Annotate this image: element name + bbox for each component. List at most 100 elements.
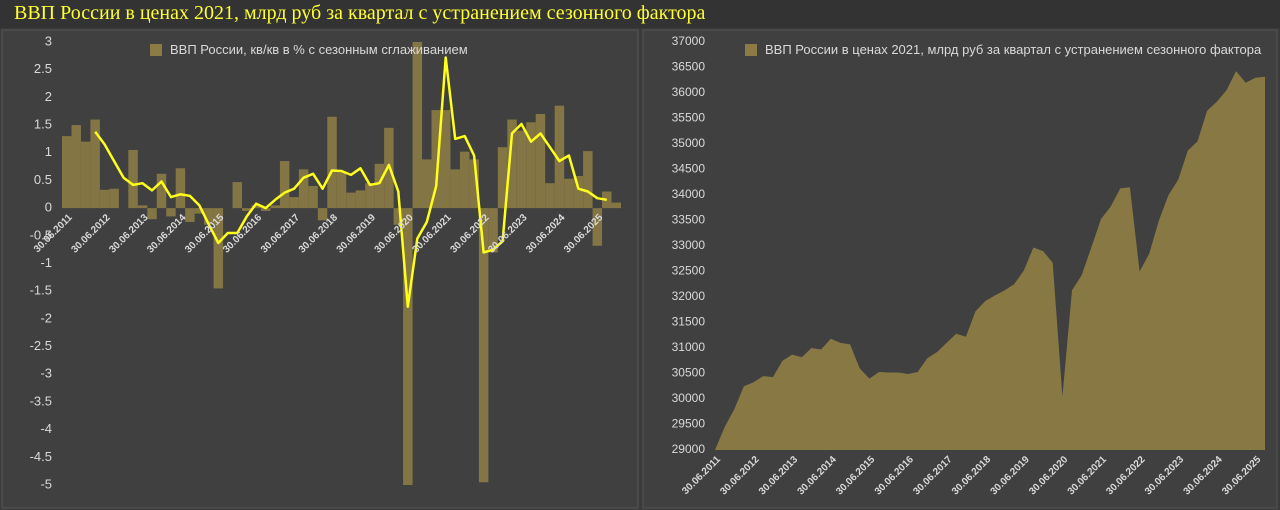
- bar: [336, 172, 347, 209]
- bar: [545, 183, 555, 209]
- legend-label: ВВП России в ценах 2021, млрд руб за ква…: [765, 42, 1262, 57]
- bar: [412, 42, 423, 209]
- bar: [279, 161, 290, 209]
- bar: [90, 119, 100, 209]
- y-tick-label: 31500: [672, 315, 706, 329]
- bar: [365, 183, 375, 209]
- bar: [450, 169, 460, 209]
- y-tick-label: 36000: [672, 85, 706, 99]
- bar: [516, 130, 527, 209]
- bar: [592, 208, 603, 246]
- y-tick-label: 2.5: [34, 61, 52, 76]
- bar: [393, 208, 404, 225]
- y-tick-label: 2: [45, 89, 52, 104]
- bar: [137, 205, 148, 209]
- y-tick-label: 35500: [672, 111, 706, 125]
- bar: [260, 208, 271, 211]
- bar: [374, 163, 385, 209]
- bar: [251, 205, 261, 209]
- y-tick-label: 1.5: [34, 117, 52, 132]
- bar: [147, 208, 157, 220]
- y-tick-label: 30500: [672, 366, 706, 380]
- y-tick-label: -3: [40, 366, 52, 381]
- bar: [270, 205, 280, 209]
- bar: [440, 110, 451, 209]
- y-tick-label: 29000: [672, 442, 706, 456]
- y-tick-label: 32000: [672, 289, 706, 303]
- bar: [611, 202, 621, 209]
- bar: [469, 159, 479, 209]
- bar: [289, 197, 299, 209]
- bar: [507, 119, 517, 209]
- bar: [99, 189, 110, 209]
- bar: [62, 136, 72, 209]
- y-tick-label: 3: [45, 33, 52, 48]
- area: [715, 71, 1265, 450]
- y-tick-label: -1.5: [30, 283, 52, 298]
- bar: [478, 208, 489, 483]
- y-tick-label: 29500: [672, 417, 706, 431]
- bar: [71, 125, 81, 209]
- bar: [422, 159, 432, 209]
- y-tick-label: -0.5: [30, 227, 52, 242]
- bar: [109, 188, 119, 209]
- y-tick-label: -3.5: [30, 393, 52, 408]
- legend-swatch: [745, 44, 757, 56]
- y-tick-label: 1: [45, 144, 52, 159]
- y-tick-label: 30000: [672, 391, 706, 405]
- panel: [1, 29, 639, 509]
- y-tick-label: 32500: [672, 264, 706, 278]
- bar: [346, 192, 356, 209]
- bar: [166, 208, 176, 217]
- bar: [488, 208, 498, 253]
- bar: [204, 208, 214, 225]
- header: ВВП России в ценах 2021, млрд руб за ква…: [0, 0, 1280, 28]
- bar: [80, 141, 91, 209]
- bar: [573, 176, 584, 209]
- y-tick-label: 36500: [672, 60, 706, 74]
- bar: [156, 173, 167, 209]
- y-tick-label: 34000: [672, 187, 706, 201]
- bar: [185, 208, 195, 222]
- page-title: ВВП России в ценах 2021, млрд руб за ква…: [14, 2, 706, 24]
- y-tick-label: 31000: [672, 340, 706, 354]
- bar: [403, 208, 413, 485]
- y-tick-label: -5: [40, 476, 52, 491]
- y-tick-label: 0: [45, 200, 52, 215]
- bar: [459, 151, 470, 209]
- bar: [298, 169, 309, 209]
- legend-entry: ВВП России, кв/кв в % с сезонным сглажив…: [150, 40, 570, 60]
- y-tick-label: -4.5: [30, 449, 52, 464]
- y-tick-label: 35000: [672, 136, 706, 150]
- y-tick-label: 37000: [672, 34, 706, 48]
- y-tick-label: 33000: [672, 238, 706, 252]
- y-tick-label: -1: [40, 255, 52, 270]
- charts: -5 -4.5 -4 -3.5 -3 -2.5 -2 -1.5 -1 -0.5 0 0.5 1 1.5 2 2…: [1, 29, 1278, 509]
- bar: [355, 190, 366, 209]
- y-tick-label: -4: [40, 421, 52, 436]
- bar: [317, 208, 328, 221]
- bar: [564, 178, 574, 209]
- y-tick-label: -2.5: [30, 338, 52, 353]
- y-tick-label: 33500: [672, 213, 706, 227]
- bar: [194, 208, 205, 214]
- legend-label: ВВП России, кв/кв в % с сезонным сглажив…: [170, 42, 468, 57]
- bar: [583, 151, 593, 209]
- legend: ВВП России в ценах 2021, млрд руб за ква…: [745, 42, 1262, 57]
- bar: [242, 208, 252, 211]
- bar: [431, 110, 441, 209]
- legend-swatch: [150, 44, 162, 56]
- bar: [327, 116, 337, 209]
- bar: [232, 182, 243, 209]
- line: [94, 56, 608, 308]
- bar: [175, 168, 186, 209]
- bar: [128, 149, 138, 209]
- bar: [497, 147, 508, 209]
- y-tick-label: -2: [40, 310, 52, 325]
- bar: [308, 185, 318, 209]
- bar: [554, 105, 565, 209]
- bar: [526, 122, 536, 209]
- bar: [213, 208, 224, 289]
- bar: [535, 113, 546, 209]
